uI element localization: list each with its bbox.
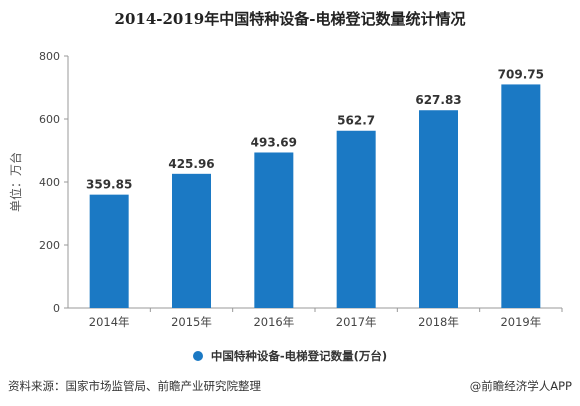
bar bbox=[172, 173, 211, 308]
y-tick-label: 0 bbox=[53, 302, 60, 315]
legend-marker bbox=[192, 351, 203, 361]
legend-entry: 中国特种设备-电梯登记数量(万台) bbox=[210, 349, 388, 363]
bar bbox=[254, 152, 294, 308]
y-axis-label: 单位：万台 bbox=[8, 152, 23, 212]
chart-bars bbox=[89, 84, 541, 309]
x-tick-label: 2018年 bbox=[418, 315, 459, 329]
bar bbox=[419, 110, 458, 308]
bar bbox=[336, 130, 376, 308]
data-label: 627.83 bbox=[415, 93, 461, 107]
data-label: 359.85 bbox=[86, 178, 132, 192]
data-label: 425.96 bbox=[168, 157, 214, 171]
chart-axes: 0 200 400 600 800 bbox=[39, 50, 563, 315]
data-label: 562.7 bbox=[337, 114, 375, 128]
source-note: 资料来源：国家市场监管局、前瞻产业研究院整理 bbox=[8, 379, 261, 393]
x-tick-label: 2016年 bbox=[253, 315, 294, 329]
chart-title: 2014-2019年中国特种设备-电梯登记数量统计情况 bbox=[114, 10, 466, 28]
data-label: 709.75 bbox=[498, 67, 544, 81]
x-tick-label: 2017年 bbox=[336, 315, 377, 329]
chart-legend: 中国特种设备-电梯登记数量(万台) bbox=[0, 348, 580, 364]
y-tick-label: 200 bbox=[39, 239, 60, 252]
x-tick-label: 2019年 bbox=[500, 315, 541, 329]
x-tick-label: 2015年 bbox=[171, 315, 212, 329]
bar bbox=[501, 84, 541, 309]
data-label: 493.69 bbox=[251, 135, 297, 149]
x-tick-label: 2014年 bbox=[89, 315, 130, 329]
y-tick-label: 600 bbox=[39, 113, 60, 126]
y-tick-label: 400 bbox=[39, 176, 60, 189]
brand-note: @前瞻经济学人APP bbox=[469, 379, 572, 393]
chart-labels: 359.85 2014年 425.96 2015年 493.69 2016年 562.7 20… bbox=[86, 67, 544, 329]
y-tick-label: 800 bbox=[39, 50, 60, 63]
bar bbox=[89, 194, 129, 308]
